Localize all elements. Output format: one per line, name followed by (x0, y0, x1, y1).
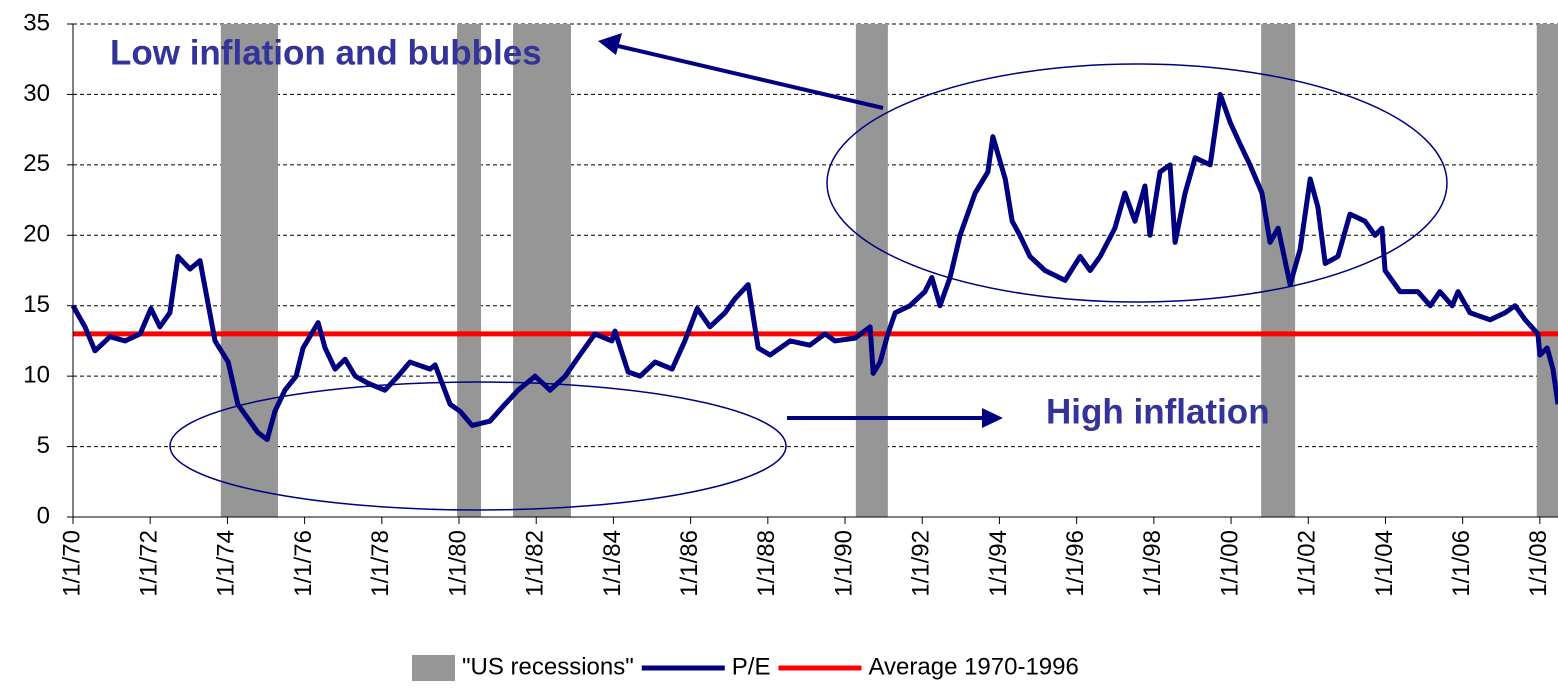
annotations: Low inflation and bubbles High inflation (110, 33, 1448, 511)
x-tick-label: 1/1/98 (1139, 530, 1166, 597)
y-tick-label: 10 (23, 361, 50, 388)
recession-band (1261, 24, 1296, 517)
y-tick-label: 15 (23, 291, 50, 318)
x-tick-label: 1/1/94 (985, 530, 1012, 597)
recession-band (220, 24, 278, 517)
arrow-head (598, 33, 622, 55)
legend-label: "US recessions" (462, 653, 634, 680)
x-tick-label: 1/1/84 (599, 530, 626, 597)
annotation: Low inflation and bubbles (110, 33, 542, 72)
recession-band (855, 24, 888, 517)
recession-band (513, 24, 571, 517)
recession-band (457, 24, 482, 517)
y-tick-label: 0 (37, 502, 50, 529)
x-tick-label: 1/1/06 (1448, 530, 1475, 597)
y-tick-label: 25 (23, 150, 50, 177)
ellipse (826, 63, 1448, 303)
x-tick-label: 1/1/74 (213, 530, 240, 597)
x-tick-label: 1/1/92 (908, 530, 935, 597)
plot: 0 5 10 15 20 25 30 35 1/1/70 1/1/72 1/1/74 1/1/76 1/… (23, 9, 1558, 681)
legend-label: P/E (732, 653, 771, 680)
x-tick-label: 1/1/70 (58, 530, 85, 597)
x-tick-label: 1/1/76 (290, 530, 317, 597)
data-line (70, 91, 1558, 443)
legend-swatch (412, 655, 455, 681)
x-tick-label: 1/1/88 (753, 530, 780, 597)
x-tick-label: 1/1/90 (830, 530, 857, 597)
x-tick-label: 1/1/04 (1371, 530, 1398, 597)
ellipse (169, 381, 787, 511)
x-tick-label: 1/1/96 (1062, 530, 1089, 597)
y-tick-label: 20 (23, 221, 50, 248)
arrow (617, 44, 884, 110)
legend-label: Average 1970-1996 (868, 653, 1078, 680)
y-tick-label: 30 (23, 80, 50, 107)
x-tick-label: 1/1/08 (1525, 530, 1552, 597)
x-tick-label: 1/1/80 (444, 530, 471, 597)
x-tick-label: 1/1/82 (522, 530, 549, 597)
recession-band (1536, 24, 1558, 517)
arrow-head (982, 408, 1003, 428)
x-tick-label: 1/1/78 (367, 530, 394, 597)
x-tick-label: 1/1/00 (1216, 530, 1243, 597)
y-tick-label: 5 (37, 432, 50, 459)
x-tick-label: 1/1/72 (136, 530, 163, 597)
y-tick-label: 35 (23, 9, 50, 36)
annotation: High inflation (1046, 392, 1270, 431)
x-tick-label: 1/1/86 (676, 530, 703, 597)
x-tick-label: 1/1/02 (1294, 530, 1321, 597)
